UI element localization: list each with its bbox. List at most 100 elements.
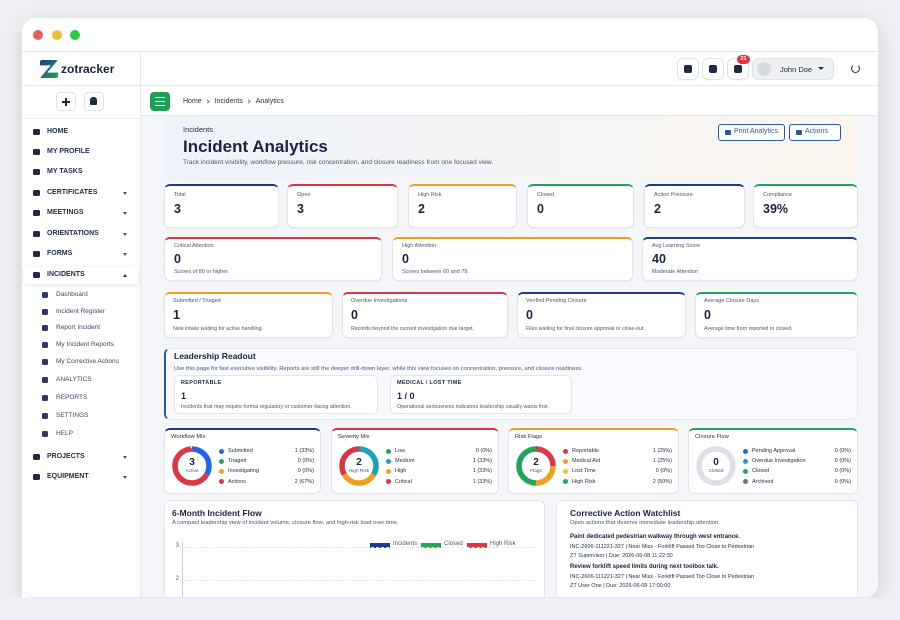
submenu-item[interactable] bbox=[36, 427, 138, 441]
menu-icon bbox=[33, 231, 40, 237]
menu-icon bbox=[33, 149, 40, 155]
kpi-label: Compliance bbox=[763, 191, 793, 198]
legend-name: Closed bbox=[752, 468, 770, 475]
submenu-label: My Corrective Actions bbox=[56, 358, 119, 366]
menu-label: PROJECTS bbox=[47, 452, 85, 460]
watchlist-item-owner: ZT User One | Due: 2026-06-09 17:00:00 bbox=[570, 582, 671, 589]
legend-dot bbox=[219, 469, 224, 475]
legend-value: 1 (33%) bbox=[294, 447, 314, 454]
submenu-icon bbox=[42, 292, 48, 298]
power-button[interactable] bbox=[851, 64, 860, 73]
breadcrumb-item[interactable]: Incidents bbox=[214, 97, 243, 105]
donut-chart bbox=[696, 446, 736, 486]
legend-name: Overdue Investigation bbox=[752, 458, 806, 464]
logo-mark bbox=[40, 60, 58, 78]
header-eyebrow: Incidents bbox=[183, 124, 214, 134]
legend-name: Investigating bbox=[228, 468, 259, 475]
menu-label: MY PROFILE bbox=[47, 147, 90, 155]
legend-name: Medium bbox=[395, 458, 415, 464]
legend-name: Critical bbox=[395, 478, 412, 485]
legend-name: Pending Approval bbox=[752, 447, 796, 454]
submenu-label: ANALYTICS bbox=[56, 376, 92, 384]
legend-name: Submitted bbox=[228, 447, 253, 454]
menu-icon bbox=[33, 474, 40, 480]
submenu-icon bbox=[42, 359, 48, 365]
legend-label: Incidents bbox=[393, 541, 418, 548]
workflow-note: Records beyond the current investigation… bbox=[351, 325, 475, 332]
legend-dot bbox=[219, 479, 224, 485]
user-caret bbox=[818, 67, 824, 70]
donut-chart bbox=[172, 446, 212, 486]
menu-icon bbox=[33, 454, 40, 460]
readout-card-note: Incidents that may require formal regula… bbox=[181, 403, 352, 410]
header-button[interactable] bbox=[789, 124, 841, 141]
legend-swatch bbox=[467, 542, 487, 548]
attention-value: 0 bbox=[402, 251, 409, 266]
stat-card bbox=[644, 184, 745, 228]
workflow-value: 0 bbox=[351, 307, 358, 322]
legend-name: High bbox=[395, 468, 407, 475]
donut-center-label: Active bbox=[185, 469, 199, 475]
legend-dot bbox=[386, 479, 391, 485]
donut-segment bbox=[339, 446, 379, 486]
menu-item[interactable] bbox=[24, 124, 138, 141]
breadcrumb-item[interactable]: Home bbox=[183, 97, 202, 105]
stat-card bbox=[164, 184, 279, 228]
user-add-icon bbox=[90, 97, 97, 105]
watchlist-title: Corrective Action Watchlist bbox=[570, 507, 681, 518]
notification-count: 21 bbox=[740, 56, 747, 63]
toolbar-icon bbox=[734, 65, 742, 73]
mix-title: Workflow Mix bbox=[171, 433, 206, 440]
submenu-label: HELP bbox=[56, 430, 73, 438]
brand-name: zotracker bbox=[61, 61, 115, 76]
legend-value: 0 (0%) bbox=[655, 468, 672, 475]
user-menu[interactable] bbox=[752, 58, 834, 80]
stat-card bbox=[642, 237, 858, 281]
stat-card bbox=[753, 184, 858, 228]
menu-item-active[interactable] bbox=[24, 267, 138, 284]
y-tick-label: 2 bbox=[175, 576, 179, 583]
bottom-mask bbox=[0, 598, 900, 620]
kpi-value: 2 bbox=[654, 201, 661, 216]
donut-track bbox=[696, 446, 736, 486]
workflow-label: Average Closure Days bbox=[704, 297, 759, 304]
title-bar bbox=[22, 18, 878, 52]
attention-note: Moderate Attention bbox=[652, 268, 699, 275]
header-button-label: Actions bbox=[805, 128, 828, 136]
watchlist-item-title[interactable]: Paint dedicated pedestrian walkway throu… bbox=[570, 534, 741, 541]
window-dot bbox=[70, 30, 80, 40]
menu-icon bbox=[33, 251, 40, 257]
workflow-label: Submitted / Triaged bbox=[173, 297, 221, 304]
submenu-label: Dashboard bbox=[56, 291, 88, 299]
legend-value: 0 (0%) bbox=[297, 468, 314, 475]
legend-value: 0 (0%) bbox=[834, 458, 851, 464]
legend-name: Medical Aid bbox=[572, 458, 601, 464]
stat-card bbox=[392, 237, 633, 281]
donut-center-label: High Risk bbox=[348, 469, 370, 475]
menu-caret bbox=[123, 232, 127, 236]
readout-card-value: 1 / 0 bbox=[397, 390, 415, 401]
legend-swatch bbox=[421, 542, 441, 548]
kpi-label: Open bbox=[297, 191, 311, 198]
legend-swatch bbox=[370, 542, 390, 548]
legend-value: 2 (50%) bbox=[652, 478, 672, 485]
attention-label: Avg Learning Score bbox=[652, 242, 701, 249]
watchlist-item-title[interactable]: Review forklift speed limits during next… bbox=[570, 564, 719, 571]
sidebar-separator bbox=[22, 118, 140, 119]
donut-center-value: 3 bbox=[189, 457, 195, 468]
attention-label: Critical Attention bbox=[174, 242, 214, 249]
grid-line bbox=[180, 580, 535, 581]
menu-label: EQUIPMENT bbox=[47, 472, 89, 480]
stat-card bbox=[164, 292, 333, 338]
y-tick-label: 3 bbox=[175, 543, 179, 550]
workflow-note: New intake waiting for active handling. bbox=[173, 325, 264, 332]
grid-line bbox=[180, 547, 535, 548]
stat-card bbox=[517, 292, 686, 338]
mix-title: Closure Flow bbox=[695, 433, 729, 440]
legend-dot bbox=[743, 448, 748, 454]
menu-item[interactable] bbox=[24, 246, 138, 263]
menu-label: MEETINGS bbox=[47, 208, 84, 216]
menu-label: FORMS bbox=[47, 249, 73, 257]
header-button[interactable] bbox=[718, 124, 785, 141]
menu-label: MY TASKS bbox=[47, 167, 83, 175]
